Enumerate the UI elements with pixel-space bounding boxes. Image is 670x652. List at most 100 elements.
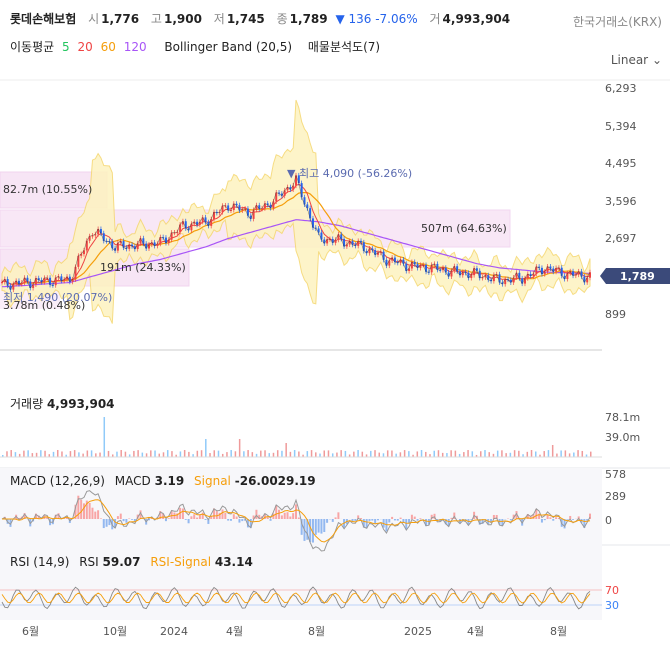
candle-body xyxy=(311,218,314,228)
candle-body xyxy=(184,221,187,229)
candle-body xyxy=(148,244,150,249)
macd-histogram-bar xyxy=(238,519,241,523)
high-label: 고 xyxy=(150,12,162,26)
macd-histogram-bar xyxy=(577,516,580,519)
candle-body xyxy=(17,280,20,285)
ma60-label[interactable]: 60 xyxy=(100,40,116,54)
ma60-line xyxy=(1,192,591,285)
volume-bar xyxy=(27,450,29,457)
macd-histogram-bar xyxy=(481,519,484,524)
macd-histogram-bar xyxy=(512,514,515,519)
candle-body xyxy=(337,234,340,240)
candle-body xyxy=(320,232,323,240)
candle-body xyxy=(252,210,255,219)
candle-body xyxy=(546,266,549,272)
bollinger-label[interactable]: Bollinger Band (20,5) xyxy=(164,40,293,54)
macd-histogram-bar xyxy=(241,519,244,522)
volume-bar xyxy=(348,454,351,457)
ma20-label[interactable]: 20 xyxy=(77,40,93,54)
candle-body xyxy=(478,270,481,279)
candle-body xyxy=(464,272,467,274)
volume-bar xyxy=(200,450,203,457)
volume-bar xyxy=(522,454,524,457)
macd-histogram-bar xyxy=(97,510,100,519)
candle-body xyxy=(125,247,128,249)
candle-body xyxy=(229,209,232,211)
macd-histogram-bar xyxy=(255,509,258,519)
ma-label[interactable]: 이동평균 xyxy=(10,40,55,54)
volume-bar xyxy=(302,454,304,457)
macd-histogram-bar xyxy=(360,518,363,519)
volume-bar xyxy=(247,450,249,457)
close-label: 종 xyxy=(276,12,288,26)
volume-bar xyxy=(171,451,173,457)
macd-histogram-bar xyxy=(309,519,312,543)
volume-bar xyxy=(480,451,482,457)
candle-body xyxy=(326,239,329,244)
candle-body xyxy=(153,242,156,246)
candle-body xyxy=(20,282,23,285)
volume-bar xyxy=(543,451,545,457)
ma120-label[interactable]: 120 xyxy=(123,40,147,54)
macd-histogram-bar xyxy=(23,513,26,519)
volume-bar xyxy=(192,454,194,457)
candle-body xyxy=(131,244,134,247)
macd-histogram-bar xyxy=(354,519,357,521)
volume-bar xyxy=(429,454,431,457)
candle-body xyxy=(40,280,43,283)
macd-histogram-bar xyxy=(229,519,232,521)
macd-histogram-bar xyxy=(204,519,207,520)
macd-histogram-bar xyxy=(258,514,261,519)
candle-body xyxy=(128,244,131,249)
macd-histogram-bar xyxy=(444,519,447,525)
volume-label: 거 xyxy=(429,12,441,26)
candle-body xyxy=(300,183,303,198)
macd-histogram-bar xyxy=(416,519,419,521)
volume-bar xyxy=(289,451,292,457)
candle-body xyxy=(241,209,244,211)
candle-body xyxy=(249,215,252,219)
rsi-pane-label: RSI (14,9) RSI 59.07 RSI-Signal 43.14 xyxy=(10,555,253,569)
volume-bar xyxy=(35,452,38,457)
macd-histogram-bar xyxy=(91,507,94,519)
candle-body xyxy=(444,267,447,273)
volume-bar xyxy=(437,450,440,457)
y-label-0: 6,293 xyxy=(605,82,637,95)
macd-histogram-bar xyxy=(535,508,538,519)
scale-selector[interactable]: Linear ⌄ xyxy=(611,53,662,67)
volume-bar xyxy=(61,451,63,457)
candle-body xyxy=(323,239,326,244)
candle-body xyxy=(63,279,66,281)
macd-histogram-bar xyxy=(501,519,504,526)
current-price-text: 1,789 xyxy=(620,270,655,283)
vp4-label: 3.78m (0.48%) xyxy=(3,299,85,312)
volume-bar xyxy=(116,451,118,457)
macd-histogram-bar xyxy=(374,519,377,524)
candle-body xyxy=(111,241,114,249)
volume-bar xyxy=(141,452,144,457)
ma5-label[interactable]: 5 xyxy=(62,40,70,54)
macd-histogram-bar xyxy=(46,516,49,519)
macd-histogram-bar xyxy=(450,517,453,519)
scale-label: Linear xyxy=(610,53,649,67)
macd-histogram-bar xyxy=(133,519,136,522)
candle-body xyxy=(91,235,94,237)
volume-bar xyxy=(416,451,419,457)
candle-body xyxy=(538,266,541,268)
volume-bar xyxy=(90,450,93,457)
volume-bar xyxy=(221,453,224,457)
candle-body xyxy=(159,237,162,244)
volume-profile-label[interactable]: 매물분석도(7) xyxy=(307,40,381,54)
candle-body xyxy=(278,192,281,194)
change-value: ▼ 136 -7.06% xyxy=(335,12,418,26)
candle-body xyxy=(266,203,269,205)
macd-histogram-bar xyxy=(297,517,300,519)
x-label-5: 2025 xyxy=(404,625,432,638)
macd-histogram-bar xyxy=(164,519,167,522)
volume-pane-title: 거래량 xyxy=(10,397,44,411)
candle-body xyxy=(574,274,577,276)
candle-body xyxy=(416,264,419,268)
volume-bar xyxy=(564,450,567,457)
candle-body xyxy=(29,281,32,288)
